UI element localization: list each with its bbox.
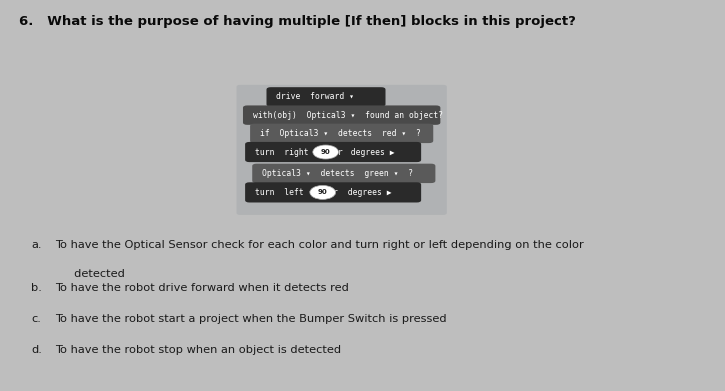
- Text: with(obj)  Optical3 ▾  found an object?: with(obj) Optical3 ▾ found an object?: [253, 111, 443, 120]
- Text: d.: d.: [31, 345, 42, 355]
- FancyBboxPatch shape: [245, 182, 421, 203]
- Text: turn  right ▾  for: turn right ▾ for: [255, 147, 352, 156]
- Text: b.: b.: [31, 283, 42, 293]
- FancyBboxPatch shape: [252, 164, 436, 183]
- Text: turn  left ▾  for: turn left ▾ for: [255, 188, 348, 197]
- Text: drive  forward ▾: drive forward ▾: [276, 92, 355, 101]
- Text: if  Optical3 ▾  detects  red ▾  ?: if Optical3 ▾ detects red ▾ ?: [260, 129, 421, 138]
- Text: To have the robot start a project when the Bumper Switch is pressed: To have the robot start a project when t…: [56, 314, 447, 324]
- Text: To have the robot stop when an object is detected: To have the robot stop when an object is…: [56, 345, 341, 355]
- FancyBboxPatch shape: [236, 85, 447, 215]
- Text: a.: a.: [31, 240, 42, 250]
- Text: 6.   What is the purpose of having multiple [If then] blocks in this project?: 6. What is the purpose of having multipl…: [19, 15, 576, 28]
- Text: 90: 90: [318, 189, 328, 196]
- Text: c.: c.: [31, 314, 41, 324]
- Circle shape: [312, 145, 339, 159]
- FancyBboxPatch shape: [250, 124, 434, 143]
- FancyBboxPatch shape: [267, 87, 386, 107]
- Text: degrees ▶: degrees ▶: [341, 147, 395, 156]
- Text: To have the Optical Sensor check for each color and turn right or left depending: To have the Optical Sensor check for eac…: [56, 240, 584, 250]
- Text: To have the robot drive forward when it detects red: To have the robot drive forward when it …: [56, 283, 349, 293]
- FancyBboxPatch shape: [245, 142, 421, 162]
- Text: 90: 90: [320, 149, 331, 155]
- Text: detected: detected: [56, 269, 125, 279]
- Text: degrees ▶: degrees ▶: [339, 188, 392, 197]
- FancyBboxPatch shape: [243, 106, 440, 125]
- Circle shape: [310, 185, 336, 199]
- Text: Optical3 ▾  detects  green ▾  ?: Optical3 ▾ detects green ▾ ?: [262, 169, 413, 178]
